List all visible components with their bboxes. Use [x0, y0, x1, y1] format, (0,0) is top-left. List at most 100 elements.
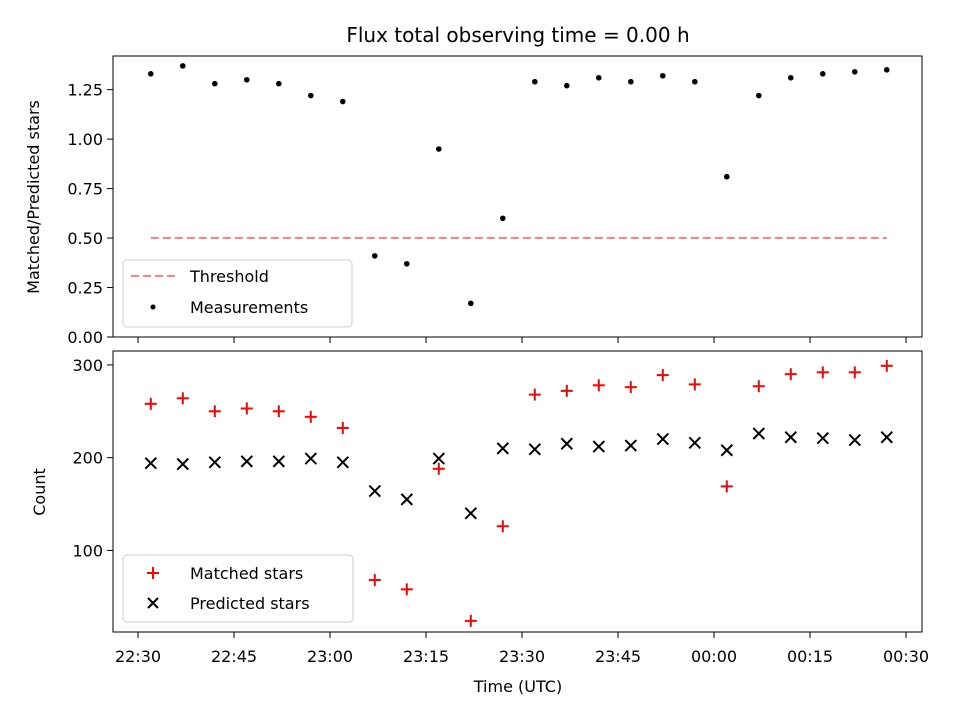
matched-star-point	[816, 366, 829, 379]
measurement-point	[884, 67, 890, 73]
matched-star-point	[368, 574, 381, 587]
matched-star-point	[240, 402, 253, 415]
top-y-tick-label: 0.00	[67, 328, 103, 347]
measurement-point	[628, 78, 634, 85]
matched-star-point	[464, 614, 477, 627]
matched-star-point	[496, 520, 509, 533]
predicted-star-point	[688, 436, 702, 450]
predicted-star-point	[272, 455, 286, 468]
measurement-point	[500, 215, 506, 222]
measurement-point	[436, 146, 442, 152]
bottom-y-tick-label: 300	[72, 356, 103, 375]
bottom-y-tick-label: 200	[72, 449, 103, 468]
measurement-point	[564, 82, 570, 89]
measurements-legend-marker	[150, 304, 156, 310]
measurement-point	[244, 76, 250, 83]
x-tick-label: 00:15	[787, 647, 833, 666]
predicted-star-point	[528, 443, 542, 456]
predicted-star-point	[464, 507, 478, 520]
predicted-star-point	[144, 457, 158, 470]
top-legend-frame	[122, 259, 353, 328]
predicted-star-point	[368, 484, 382, 498]
top-y-tick-label: 1.25	[67, 81, 103, 100]
measurement-point	[724, 173, 730, 180]
matched-star-point	[272, 405, 285, 418]
measurement-point	[180, 63, 186, 69]
top-legend: Threshold Measurements	[122, 259, 353, 328]
predicted-star-point	[336, 456, 350, 469]
top-chart-title: Flux total observing time = 0.00 h	[346, 23, 689, 47]
bottom-y-axis-label: Count	[30, 468, 49, 516]
predicted-star-point	[816, 431, 830, 445]
measurement-point	[308, 92, 314, 99]
top-y-tick-label: 1.00	[67, 130, 103, 149]
top-plot-frame	[112, 55, 923, 338]
predicted-star-point	[656, 432, 670, 446]
predicted-star-point	[880, 431, 894, 444]
top-y-axis-label: Matched/Predicted stars	[24, 100, 43, 294]
predicted-stars-legend-marker	[147, 597, 159, 609]
measurement-point	[148, 71, 154, 77]
top-y-tick-label: 0.75	[67, 180, 103, 199]
matched-star-point	[176, 392, 189, 405]
predicted-star-point	[624, 439, 638, 452]
measurements-legend-label: Measurements	[190, 298, 308, 317]
predicted-star-point	[560, 437, 574, 450]
measurement-point	[692, 78, 698, 85]
x-tick-label: 22:45	[211, 647, 257, 666]
measurement-point	[372, 253, 378, 259]
measurement-point	[596, 74, 602, 81]
measurement-point	[852, 69, 858, 75]
matched-star-point	[304, 410, 317, 423]
predicted-star-point	[496, 442, 510, 455]
measurement-point	[660, 72, 666, 79]
matched-star-point	[720, 480, 733, 493]
matched-star-point	[848, 366, 861, 379]
predicted-star-point	[400, 493, 414, 506]
predicted-star-point	[176, 457, 190, 471]
matched-star-point	[528, 388, 541, 401]
predicted-star-point	[240, 455, 254, 468]
top-y-tick-label: 0.25	[67, 279, 103, 298]
predicted-star-point	[848, 433, 862, 447]
x-tick-label: 23:45	[595, 647, 641, 666]
matched-star-point	[880, 359, 893, 372]
x-tick-label: 00:30	[883, 647, 929, 666]
measurement-point	[788, 74, 794, 81]
threshold-legend-label: Threshold	[189, 267, 269, 286]
matched-stars-legend-label: Matched stars	[190, 564, 303, 583]
bottom-legend: Matched stars Predicted stars	[122, 554, 354, 623]
matched-star-point	[400, 583, 413, 596]
measurement-point	[756, 92, 762, 99]
predicted-stars-legend-label: Predicted stars	[190, 594, 310, 613]
matched-star-point	[688, 378, 701, 391]
measurement-point	[532, 78, 538, 85]
measurement-point	[340, 98, 346, 105]
matched-star-point	[560, 384, 573, 397]
matched-stars-legend-marker	[147, 567, 159, 579]
predicted-star-point	[752, 427, 766, 440]
predicted-star-point	[592, 440, 606, 453]
x-axis-label: Time (UTC)	[473, 677, 562, 696]
top-y-tick-label: 0.50	[67, 229, 103, 248]
matched-star-point	[624, 381, 637, 394]
predicted-star-point	[784, 431, 798, 444]
x-tick-label: 23:30	[499, 647, 545, 666]
predicted-star-point	[432, 452, 446, 465]
bottom-y-tick-label: 100	[72, 541, 103, 560]
matched-star-point	[592, 379, 605, 392]
predicted-star-point	[720, 444, 734, 457]
measurement-point	[212, 80, 218, 87]
matched-star-point	[656, 369, 669, 382]
measurement-point	[404, 260, 410, 267]
matched-star-point	[208, 405, 221, 418]
predicted-star-point	[304, 452, 318, 465]
matched-star-point	[784, 368, 797, 381]
matched-star-point	[144, 397, 157, 410]
measurement-point	[820, 71, 826, 77]
matched-star-point	[336, 421, 349, 434]
x-tick-label: 00:00	[691, 647, 737, 666]
x-tick-label: 22:30	[115, 647, 161, 666]
measurement-point	[468, 300, 474, 307]
